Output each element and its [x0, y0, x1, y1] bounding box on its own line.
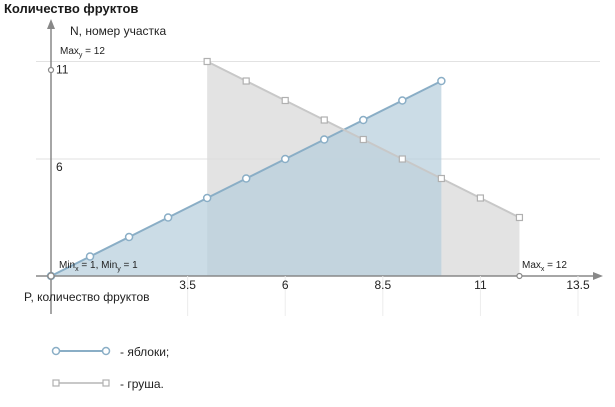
point-series-0-10 — [437, 76, 446, 86]
axes — [36, 19, 603, 314]
point-series-1-5 — [398, 155, 406, 163]
x-tick-label-0: 3.5 — [179, 278, 196, 292]
series-markers — [46, 57, 524, 281]
point-series-1-4 — [359, 135, 367, 144]
max-x-marker — [516, 272, 523, 280]
series-areas — [51, 61, 520, 276]
legend-swatch-apples — [51, 346, 111, 356]
x-axis-arrow — [593, 272, 603, 280]
legend-item-pears: - груша. — [50, 375, 250, 395]
point-series-1-1 — [242, 77, 250, 85]
point-series-1-0 — [203, 57, 211, 66]
point-series-0-4 — [202, 193, 212, 203]
legend-label-pears: - груша. — [120, 377, 164, 391]
legend-label-apples: - яблоки; — [120, 345, 170, 359]
point-series-0-1 — [85, 252, 95, 261]
origin-marker — [47, 272, 55, 280]
point-series-0-5 — [241, 174, 251, 183]
x-tick-label-1: 6 — [282, 278, 289, 292]
point-series-1-7 — [476, 194, 485, 202]
point-series-1-3 — [320, 116, 328, 124]
x-axis-label: P, количество фруктов — [24, 290, 150, 304]
x-tick-label-3: 11 — [474, 278, 487, 292]
point-series-0-7 — [320, 135, 329, 144]
point-series-0-9 — [398, 96, 407, 105]
chart-title: Количество фруктов — [4, 1, 139, 16]
y-tick-label-0: 6 — [56, 160, 63, 174]
point-series-1-6 — [437, 174, 445, 183]
min-annotation: Minx = 1, Miny = 1 — [59, 260, 138, 273]
x-tick-label-4: 13.5 — [566, 278, 590, 292]
legend-item-apples: - яблоки; — [50, 343, 250, 363]
max-x-annotation: Maxx = 12 — [522, 260, 567, 273]
max-y-annotation: Maxy = 12 — [60, 46, 105, 59]
ticks: 3.5 6 8.5 11 13.5 6 11 — [56, 63, 590, 316]
max-y-marker — [47, 66, 55, 74]
legend-swatch-pears — [52, 379, 110, 387]
y-axis-label: N, номер участка — [70, 24, 167, 38]
point-series-1-8 — [515, 213, 524, 222]
point-series-0-8 — [359, 115, 368, 125]
point-series-0-3 — [163, 213, 173, 222]
point-series-0-2 — [124, 232, 134, 242]
y-axis-arrow — [47, 19, 55, 29]
x-tick-label-2: 8.5 — [374, 278, 391, 292]
y-tick-label-1: 11 — [56, 63, 69, 77]
point-series-0-6 — [280, 154, 290, 164]
point-series-1-2 — [281, 96, 289, 105]
